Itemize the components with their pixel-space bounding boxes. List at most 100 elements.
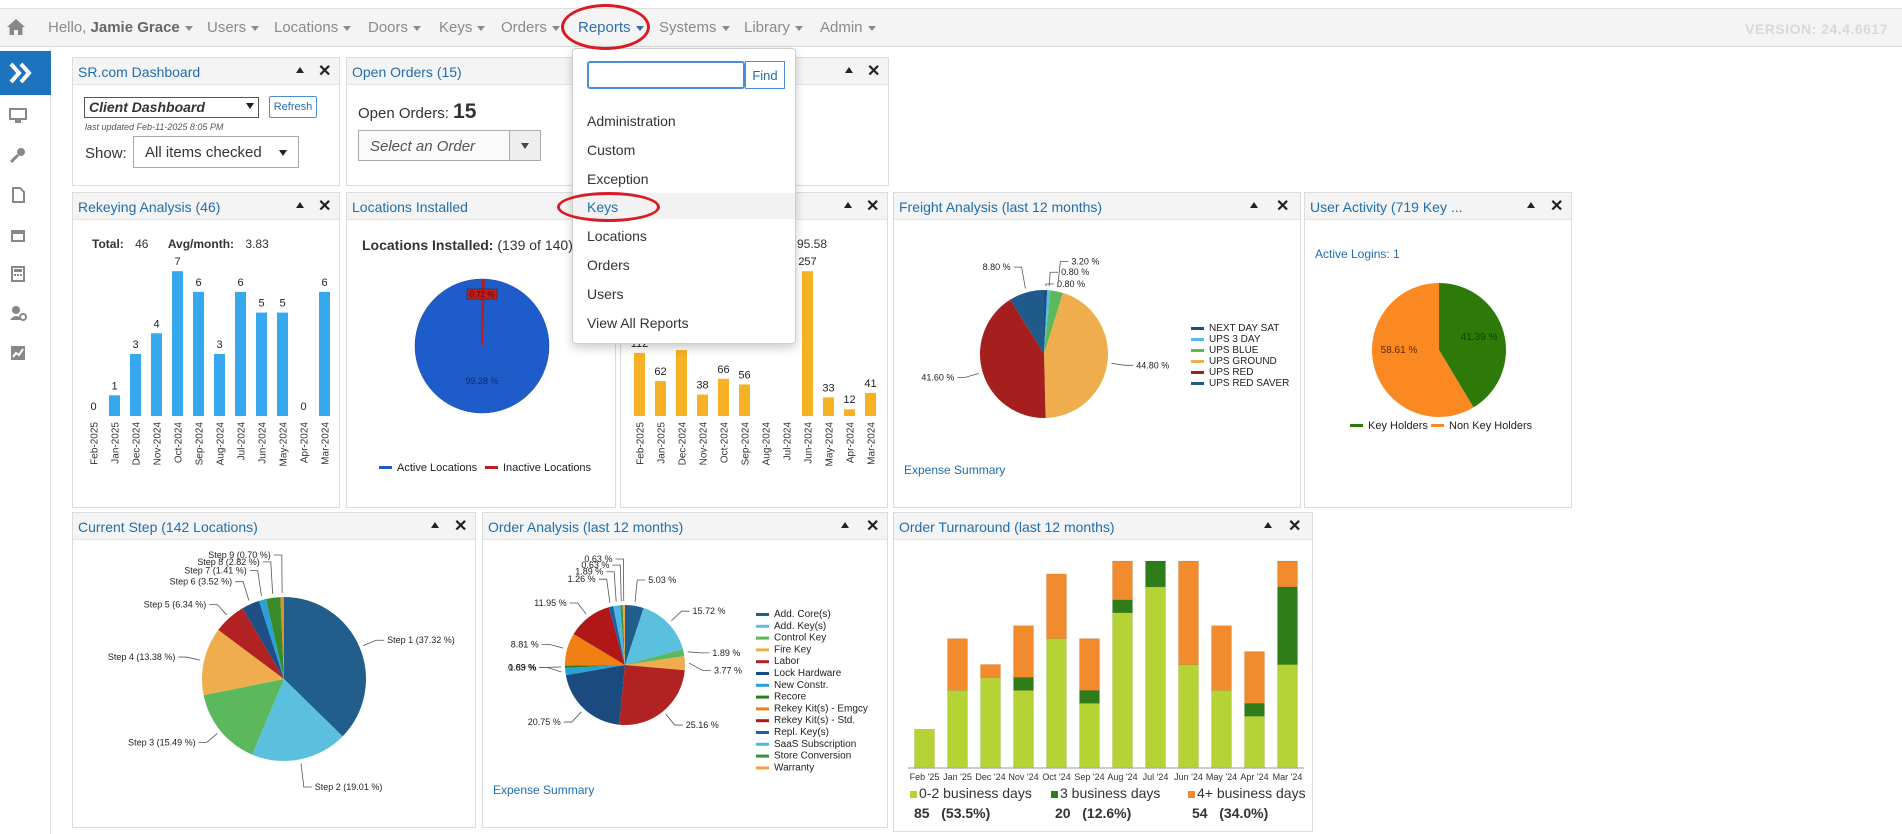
- tick-label: May '24: [1206, 772, 1237, 782]
- nav-users[interactable]: Users: [207, 19, 260, 36]
- collapse-icon[interactable]: [296, 202, 304, 208]
- collapse-icon[interactable]: [1250, 202, 1258, 208]
- monitor-icon[interactable]: [9, 108, 27, 124]
- pie-slice: [242, 600, 284, 679]
- nav-keys[interactable]: Keys: [439, 19, 486, 36]
- menu-item-view-all-reports[interactable]: View All Reports: [587, 315, 689, 331]
- slice-label: Step 3 (15.49 %): [128, 737, 196, 747]
- collapse-icon[interactable]: [296, 67, 304, 73]
- calculator-icon[interactable]: [9, 266, 27, 282]
- collapse-icon[interactable]: [1527, 202, 1535, 208]
- user-menu[interactable]: Hello, Jamie Grace: [48, 19, 193, 36]
- nav-library[interactable]: Library: [744, 19, 803, 36]
- chart-icon[interactable]: [9, 345, 27, 361]
- data-label: 4: [153, 318, 159, 330]
- sidebar-toggle-button[interactable]: [0, 51, 51, 95]
- legend-count-3: 20 (12.6%): [1055, 805, 1131, 821]
- calendar-icon[interactable]: [9, 227, 27, 243]
- pie-slice: [1439, 283, 1506, 408]
- tick-label: Mar-2024: [321, 422, 332, 465]
- bar: [319, 291, 330, 416]
- nav-orders[interactable]: Orders: [501, 19, 560, 36]
- legend-swatch: [1191, 327, 1204, 330]
- key-icon[interactable]: [9, 147, 27, 163]
- legend-swatch: [1191, 360, 1204, 363]
- nav-reports[interactable]: Reports: [578, 19, 644, 36]
- reports-dropdown-menu: Find Administration Custom Exception Key…: [572, 48, 796, 344]
- close-icon[interactable]: ✕: [867, 63, 881, 80]
- nav-systems-label: Systems: [659, 19, 717, 36]
- panel-header: User Activity (719 Key ... ✕: [1305, 193, 1571, 220]
- close-icon[interactable]: ✕: [1288, 518, 1302, 535]
- locations-heading-value: (139 of 140): [497, 237, 573, 253]
- close-icon[interactable]: ✕: [318, 198, 332, 215]
- menu-item-exception[interactable]: Exception: [587, 171, 649, 187]
- refresh-button[interactable]: Refresh: [269, 96, 317, 118]
- menu-item-administration[interactable]: Administration: [587, 113, 676, 129]
- user-settings-icon[interactable]: [9, 305, 27, 321]
- legend-label: UPS BLUE: [1209, 345, 1259, 356]
- leader-line: [1013, 266, 1026, 289]
- legend-swatch: [756, 660, 769, 664]
- data-label: 66: [717, 364, 729, 376]
- legend-swatch: [1191, 349, 1204, 352]
- pie-slice: [1044, 290, 1064, 354]
- order-select[interactable]: Select an Order: [358, 130, 541, 161]
- nav-admin[interactable]: Admin: [820, 19, 876, 36]
- menu-item-locations[interactable]: Locations: [587, 228, 647, 244]
- menu-item-users[interactable]: Users: [587, 286, 624, 302]
- collapse-icon[interactable]: [845, 67, 853, 73]
- dashboard-select[interactable]: Client Dashboard: [84, 97, 259, 118]
- menu-item-keys[interactable]: Keys: [587, 199, 619, 215]
- close-icon[interactable]: ✕: [318, 63, 332, 80]
- menu-item-custom[interactable]: Custom: [587, 142, 636, 158]
- expense-summary-link[interactable]: Expense Summary: [493, 783, 595, 797]
- order-select-toggle[interactable]: [509, 131, 540, 160]
- close-icon[interactable]: ✕: [866, 518, 880, 535]
- document-icon[interactable]: [9, 187, 27, 203]
- open-orders-text: Open Orders:: [358, 105, 449, 122]
- current-step-pie-chart: Step 1 (37.32 %) Step 2 (19.01 %) Step 3 (…: [108, 550, 455, 792]
- data-label: 56: [738, 369, 750, 381]
- close-icon[interactable]: ✕: [454, 518, 468, 535]
- pie-slice: [218, 608, 284, 679]
- bar-segment: [1079, 703, 1100, 769]
- nav-systems[interactable]: Systems: [659, 19, 730, 36]
- expense-summary-link[interactable]: Expense Summary: [904, 463, 1006, 477]
- home-icon[interactable]: [6, 18, 26, 36]
- chevron-down-icon: [413, 25, 422, 31]
- pie-slice: [625, 607, 683, 665]
- close-icon[interactable]: ✕: [1550, 198, 1564, 215]
- legend-swatch: [756, 766, 769, 770]
- close-icon[interactable]: ✕: [1276, 198, 1290, 215]
- collapse-icon[interactable]: [431, 522, 439, 528]
- find-button[interactable]: Find: [745, 61, 785, 89]
- nav-locations[interactable]: Locations: [274, 19, 352, 36]
- tick-label: Mar '24: [1273, 772, 1303, 782]
- bar: [214, 353, 225, 416]
- bar: [802, 271, 813, 416]
- close-icon[interactable]: ✕: [866, 198, 880, 215]
- pie-slice: [980, 299, 1046, 418]
- chevron-down-icon: [184, 25, 193, 31]
- active-logins-link[interactable]: Active Logins: 1: [1315, 247, 1400, 261]
- collapse-icon[interactable]: [841, 522, 849, 528]
- locations-pie-chart: 0.72 % 99.28 % Active Locations Inactive Lo…: [379, 278, 592, 474]
- show-filter-select[interactable]: All items checked: [133, 136, 299, 168]
- legend-swatch: [1431, 424, 1444, 427]
- pie-slice: [1044, 292, 1108, 418]
- slice-label: 0.63 %: [584, 554, 612, 564]
- keys-header-value: 95.58: [797, 237, 828, 251]
- greeting-text: Hello,: [48, 19, 87, 36]
- show-filter-value: All items checked: [145, 144, 262, 161]
- collapse-icon[interactable]: [1264, 522, 1272, 528]
- rekeying-bar-chart: 0 Feb-2025 1 Jan-2025 3 Dec-2024 4 Nov-2024 7 Oct…: [90, 256, 332, 466]
- nav-doors[interactable]: Doors: [368, 19, 422, 36]
- tick-label: Sep-2024: [195, 422, 206, 466]
- slice-label: 58.61 %: [1381, 345, 1418, 356]
- collapse-icon[interactable]: [844, 202, 852, 208]
- legend-label: UPS 3 DAY: [1209, 334, 1261, 345]
- menu-item-orders[interactable]: Orders: [587, 257, 630, 273]
- report-search-input[interactable]: [587, 61, 745, 89]
- double-chevron-right-icon: [9, 62, 32, 84]
